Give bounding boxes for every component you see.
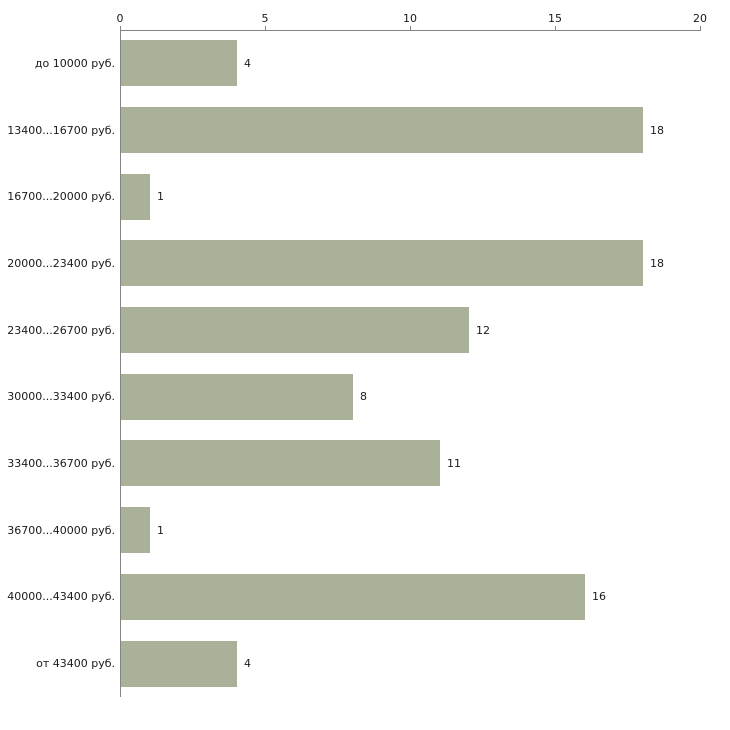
bar: [121, 40, 237, 87]
value-label: 18: [650, 123, 664, 137]
bar-row: 23400...26700 руб. 12: [7, 297, 701, 364]
bar: [121, 640, 237, 687]
category-label: 30000...33400 руб.: [7, 390, 115, 404]
bar-row: 40000...43400 руб. 16: [7, 564, 701, 631]
x-axis: 0 5 10 15 20: [117, 12, 707, 31]
category-label: до 10000 руб.: [34, 56, 115, 70]
category-label: 23400...26700 руб.: [7, 323, 115, 337]
x-tick-label: 20: [693, 12, 707, 25]
tick-mark: [700, 26, 701, 31]
value-label: 18: [650, 256, 664, 270]
plot-area: до 10000 руб. 4 13400...16700 руб. 18 16700.…: [7, 30, 701, 697]
value-label: 12: [476, 323, 490, 337]
value-label: 1: [157, 190, 164, 204]
bar: [121, 307, 469, 354]
x-tick-label: 0: [116, 12, 124, 25]
tick-mark: [120, 26, 121, 31]
x-tick-label: 15: [548, 12, 562, 25]
value-label: 1: [157, 523, 164, 537]
bar-row: 16700...20000 руб. 1: [7, 163, 701, 230]
category-label: от 43400 руб.: [36, 657, 115, 671]
bar-row: от 43400 руб. 4: [36, 630, 701, 697]
x-tick-label: 10: [403, 12, 417, 25]
tick-mark: [555, 26, 556, 31]
bar-row: 20000...23400 руб. 18: [7, 230, 701, 297]
bar-row: до 10000 руб. 4: [35, 30, 701, 97]
bar: [121, 373, 353, 420]
category-label: 36700...40000 руб.: [7, 523, 115, 537]
bar: [121, 573, 585, 620]
category-label: 16700...20000 руб.: [7, 190, 115, 204]
tick-mark: [410, 26, 411, 31]
category-label: 40000...43400 руб.: [7, 590, 115, 604]
category-label: 33400...36700 руб.: [7, 456, 115, 470]
value-label: 4: [244, 56, 251, 70]
tick-mark: [265, 26, 266, 31]
category-label: 13400...16700 руб.: [7, 123, 115, 137]
value-label: 16: [592, 590, 606, 604]
bar: [121, 440, 440, 487]
bar: [121, 507, 150, 554]
bar: [121, 107, 643, 154]
value-label: 11: [447, 456, 461, 470]
bar-row: 36700...40000 руб. 1: [7, 497, 701, 564]
x-tick-label: 5: [261, 12, 269, 25]
bar-row: 30000...33400 руб. 8: [7, 363, 701, 430]
bar: [121, 240, 643, 287]
bar-row: 13400...16700 руб. 18: [7, 97, 701, 164]
category-label: 20000...23400 руб.: [7, 256, 115, 270]
value-label: 8: [360, 390, 367, 404]
bar: [121, 173, 150, 220]
value-label: 4: [244, 657, 251, 671]
bar-row: 33400...36700 руб. 11: [7, 430, 701, 497]
